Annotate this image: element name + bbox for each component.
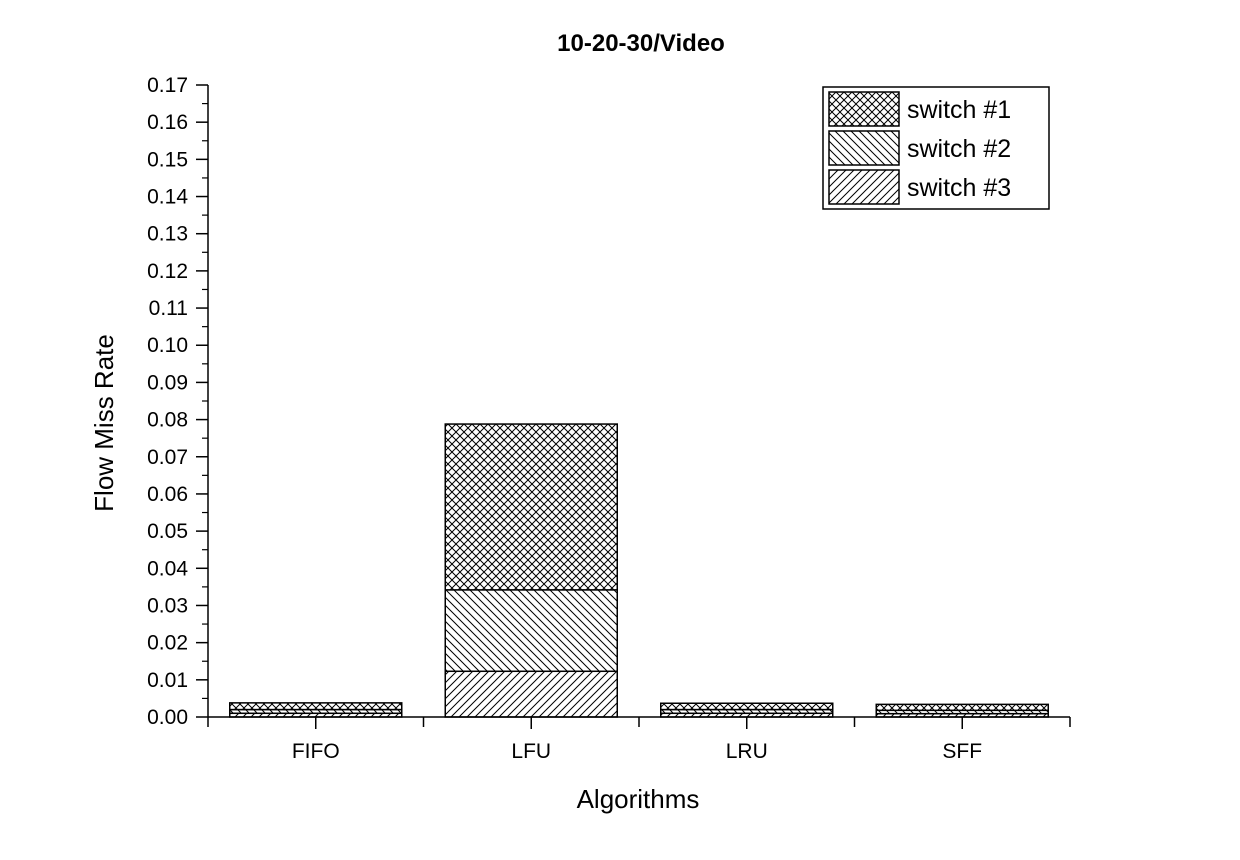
y-tick-label: 0.00 [147, 706, 188, 729]
y-tick-label: 0.17 [147, 74, 188, 97]
bar-lfu-series-2 [444, 589, 618, 673]
bar-lfu-series-3 [444, 423, 618, 591]
bar-sff-series-3 [875, 703, 1049, 712]
legend-label-2: switch #2 [907, 135, 1011, 163]
axes-layer: 0.00 0.01 0.02 0.03 0.04 0.05 0.06 0.07 0.08 0.09… [147, 74, 1071, 763]
legend-swatch-1 [828, 91, 900, 127]
y-tick-label: 0.12 [147, 260, 188, 283]
y-tick-label: 0.04 [147, 557, 188, 580]
bars-layer [229, 423, 1049, 718]
bar-lru-series-3 [660, 702, 834, 711]
legend-swatch-3 [828, 169, 900, 205]
x-tick-label-sff: SFF [942, 740, 982, 763]
y-tick-label: 0.11 [149, 297, 188, 320]
y-tick-label: 0.01 [147, 669, 188, 692]
legend-label-3: switch #3 [907, 174, 1011, 202]
legend-label-1: switch #1 [907, 96, 1011, 124]
y-tick-label: 0.02 [147, 632, 188, 655]
legend-swatch-2 [828, 130, 900, 166]
y-tick-label: 0.07 [147, 446, 188, 469]
y-tick-label: 0.13 [147, 223, 188, 246]
x-tick-label-fifo: FIFO [292, 740, 340, 763]
chart-title: 10-20-30/Video [557, 30, 725, 57]
y-tick-label: 0.03 [147, 594, 188, 617]
bar-lfu-series-1 [444, 670, 618, 718]
y-tick-label: 0.16 [147, 111, 188, 134]
y-tick-label: 0.10 [147, 334, 188, 357]
x-tick-label-lfu: LFU [511, 740, 551, 763]
y-axis-label: Flow Miss Rate [89, 334, 119, 512]
y-tick-label: 0.05 [147, 520, 188, 543]
y-tick-label: 0.14 [147, 186, 188, 209]
x-tick-label-lru: LRU [726, 740, 768, 763]
x-axis-label: Algorithms [577, 784, 700, 814]
y-tick-label: 0.09 [147, 371, 188, 394]
y-tick-label: 0.08 [147, 409, 188, 432]
bar-fifo-series-3 [229, 702, 403, 711]
legend: switch #1 switch #2 switch #3 [822, 86, 1050, 210]
y-tick-label: 0.15 [147, 148, 188, 171]
y-tick-label: 0.06 [147, 483, 188, 506]
